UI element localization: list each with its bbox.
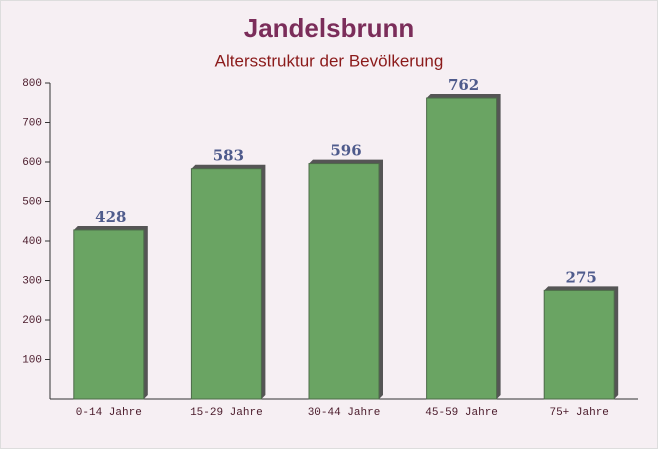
x-tick-label: 0-14 Jahre [76,407,142,419]
y-tick-label: 400 [22,236,42,248]
y-tick-label: 500 [22,196,42,208]
y-tick-label: 300 [22,275,42,287]
x-tick-label: 75+ Jahre [549,407,608,419]
bar [426,97,498,400]
bar [190,168,262,400]
chart-subtitle: Altersstruktur der Bevölkerung [215,51,444,70]
x-tick-label: 15-29 Jahre [190,407,263,419]
y-tick-label: 100 [22,354,42,366]
value-label: 428 [95,208,126,226]
x-tick-label: 30-44 Jahre [308,407,381,419]
bar [73,229,145,400]
value-label: 762 [448,76,479,94]
bar [543,289,615,400]
value-label: 583 [213,147,244,165]
y-tick-label: 200 [22,315,42,327]
y-tick-label: 700 [22,117,42,129]
y-tick-label: 800 [22,78,42,90]
x-tick-label: 45-59 Jahre [425,407,498,419]
bar [308,163,380,400]
value-label: 596 [330,142,361,160]
value-label: 275 [566,268,597,286]
chart-title: Jandelsbrunn [244,13,414,43]
y-tick-label: 600 [22,157,42,169]
